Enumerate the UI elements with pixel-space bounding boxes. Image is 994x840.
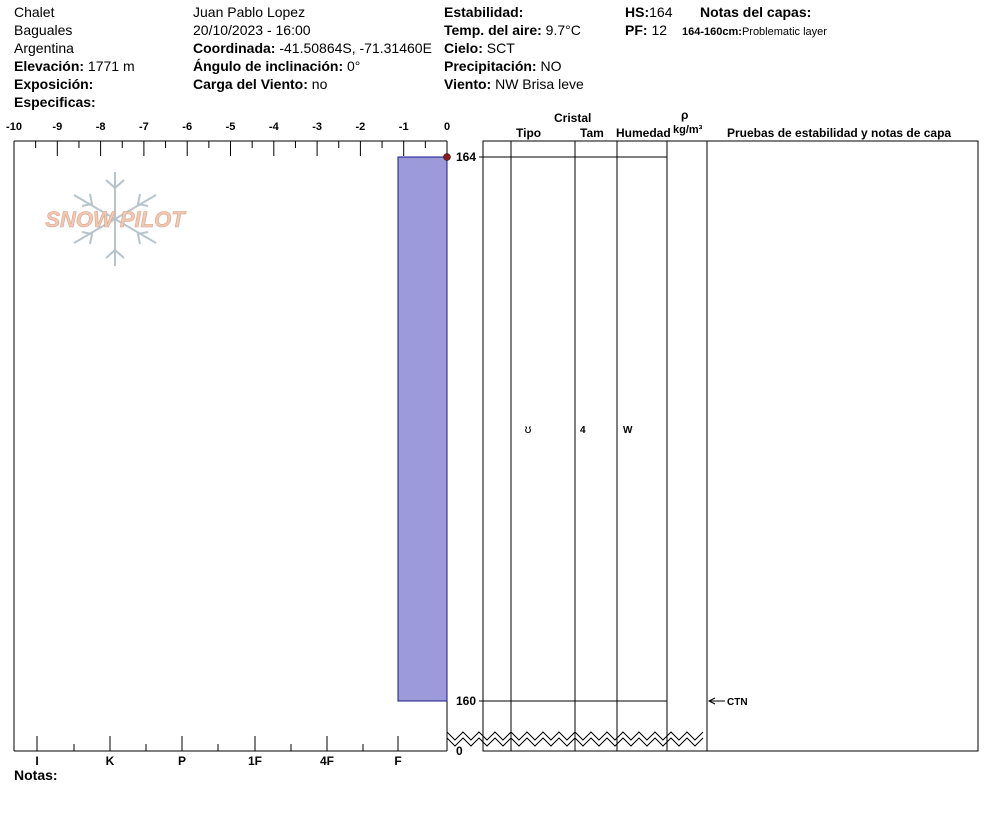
observer-name: Juan Pablo Lopez bbox=[193, 4, 306, 20]
depth-break-zigzag bbox=[446, 731, 704, 747]
sky-label: Cielo: bbox=[444, 40, 483, 56]
surface-temperature-point bbox=[443, 153, 451, 161]
slope-row: Ángulo de inclinación: 0° bbox=[193, 58, 360, 74]
hardness-ticks: I K P 1F 4F F bbox=[35, 736, 402, 768]
hardness-bar bbox=[397, 156, 448, 702]
layer-rows: ʊ 4 W bbox=[483, 156, 667, 702]
air-temp-row: Temp. del aire: 9.7°C bbox=[444, 22, 581, 38]
depth-label: 160 bbox=[456, 694, 476, 708]
size-header: Tam bbox=[580, 126, 604, 140]
depth-label: 0 bbox=[456, 744, 463, 758]
temperature-tick-label: -6 bbox=[182, 121, 192, 133]
grain-type-symbol: ʊ bbox=[525, 422, 532, 436]
coordinate-value: -41.50864S, -71.31460E bbox=[279, 40, 432, 56]
hs-label: HS: bbox=[625, 4, 650, 20]
test-label: CTN bbox=[727, 697, 748, 708]
area-name: Baguales bbox=[14, 22, 73, 38]
moisture-value: W bbox=[623, 425, 633, 436]
hardness-tick-label: K bbox=[106, 754, 115, 768]
grain-size-value: 4 bbox=[580, 425, 586, 436]
break-line bbox=[446, 737, 704, 747]
layer-table-frame bbox=[482, 140, 979, 752]
snowflake-icon bbox=[73, 172, 157, 266]
elevation-label: Elevación: bbox=[14, 58, 85, 74]
temperature-tick-label: 0 bbox=[444, 121, 450, 133]
temperature-tick-label: -7 bbox=[139, 121, 149, 133]
hardness-bars bbox=[397, 156, 448, 702]
temperature-ticks: -10 -9 -8 -7 -6 -5 -4 -3 -2 -1 0 bbox=[6, 121, 450, 156]
layer-note-range: 164-160cm: bbox=[682, 26, 742, 38]
pf-row: PF: 12 bbox=[625, 22, 667, 38]
aspect-label: Exposición: bbox=[14, 76, 94, 92]
stability-tests: CTN bbox=[707, 697, 748, 708]
hs-value: 164 bbox=[649, 4, 673, 20]
country-name: Argentina bbox=[14, 40, 74, 56]
wind-row: Viento: NW Brisa leve bbox=[444, 76, 584, 92]
specifics-label: Especificas: bbox=[14, 94, 96, 110]
temperature-tick-label: -10 bbox=[6, 121, 22, 133]
aspect-row: Exposición: bbox=[14, 76, 93, 92]
snowpilot-watermark: SNOW PILOT bbox=[45, 172, 187, 266]
wind-load-row: Carga del Viento: no bbox=[193, 76, 327, 92]
wind-load-value: no bbox=[311, 76, 328, 92]
break-line bbox=[446, 731, 704, 741]
layer-note-text: Problematic layer bbox=[741, 26, 827, 38]
coordinate-label: Coordinada: bbox=[193, 40, 276, 56]
elevation-value: 1771 m bbox=[87, 58, 135, 74]
observation-datetime: 20/10/2023 - 16:00 bbox=[193, 22, 311, 38]
elevation-row: Elevación: 1771 m bbox=[14, 58, 135, 74]
coordinate-row: Coordinada: -41.50864S, -71.31460E bbox=[193, 40, 432, 56]
wind-value: NW Brisa leve bbox=[495, 76, 584, 92]
stability-row: Estabilidad: bbox=[444, 4, 523, 20]
wind-load-label: Carga del Viento: bbox=[193, 76, 308, 92]
hardness-tick-label: 4F bbox=[320, 754, 334, 768]
type-header: Tipo bbox=[516, 126, 542, 140]
density-unit-header: kg/m³ bbox=[673, 124, 703, 136]
notes-label: Notas: bbox=[14, 767, 58, 783]
hardness-tick-label: F bbox=[394, 754, 401, 768]
temperature-tick-label: -5 bbox=[226, 121, 236, 133]
precip-value: NO bbox=[540, 58, 562, 74]
temperature-tick-label: -1 bbox=[399, 121, 409, 133]
test-pointer-arrow bbox=[707, 697, 716, 705]
sky-row: Cielo: SCT bbox=[444, 40, 515, 56]
precip-label: Precipitación: bbox=[444, 58, 537, 74]
stability-label: Estabilidad: bbox=[444, 4, 524, 20]
sky-value: SCT bbox=[486, 40, 515, 56]
temperature-tick-label: -9 bbox=[52, 121, 62, 133]
tests-header: Pruebas de estabilidad y notas de capa bbox=[727, 126, 952, 140]
temperature-tick-label: -2 bbox=[356, 121, 366, 133]
hs-row: HS:164 bbox=[625, 4, 672, 20]
crystal-header: Cristal bbox=[554, 111, 592, 125]
rho-header: ρ bbox=[681, 108, 689, 122]
surface-marker bbox=[443, 153, 451, 161]
temperature-tick-label: -3 bbox=[312, 121, 322, 133]
pf-label: PF: bbox=[625, 22, 648, 38]
moisture-header: Humedad bbox=[616, 126, 671, 140]
layer-note-row: 164-160cm:Problematic layer bbox=[682, 24, 827, 40]
layer-notes-title: Notas del capas: bbox=[700, 4, 812, 20]
depth-labels: 164 160 0 bbox=[456, 150, 483, 758]
location-name: Chalet bbox=[14, 4, 55, 20]
precip-row: Precipitación: NO bbox=[444, 58, 561, 74]
air-temp-label: Temp. del aire: bbox=[444, 22, 542, 38]
temperature-tick-label: -4 bbox=[269, 121, 280, 133]
temperature-tick-label: -8 bbox=[96, 121, 106, 133]
depth-label: 164 bbox=[456, 150, 476, 164]
specifics-row: Especificas: bbox=[14, 94, 96, 110]
hardness-tick-label: P bbox=[178, 754, 186, 768]
hardness-tick-label: I bbox=[35, 754, 38, 768]
hardness-tick-label: 1F bbox=[248, 754, 262, 768]
slope-label: Ángulo de inclinación: bbox=[193, 58, 344, 74]
air-temp-value: 9.7°C bbox=[545, 22, 581, 38]
pf-value: 12 bbox=[651, 22, 668, 38]
slope-value: 0° bbox=[347, 58, 361, 74]
wind-label: Viento: bbox=[444, 76, 492, 92]
watermark-text: SNOW PILOT bbox=[45, 207, 186, 232]
